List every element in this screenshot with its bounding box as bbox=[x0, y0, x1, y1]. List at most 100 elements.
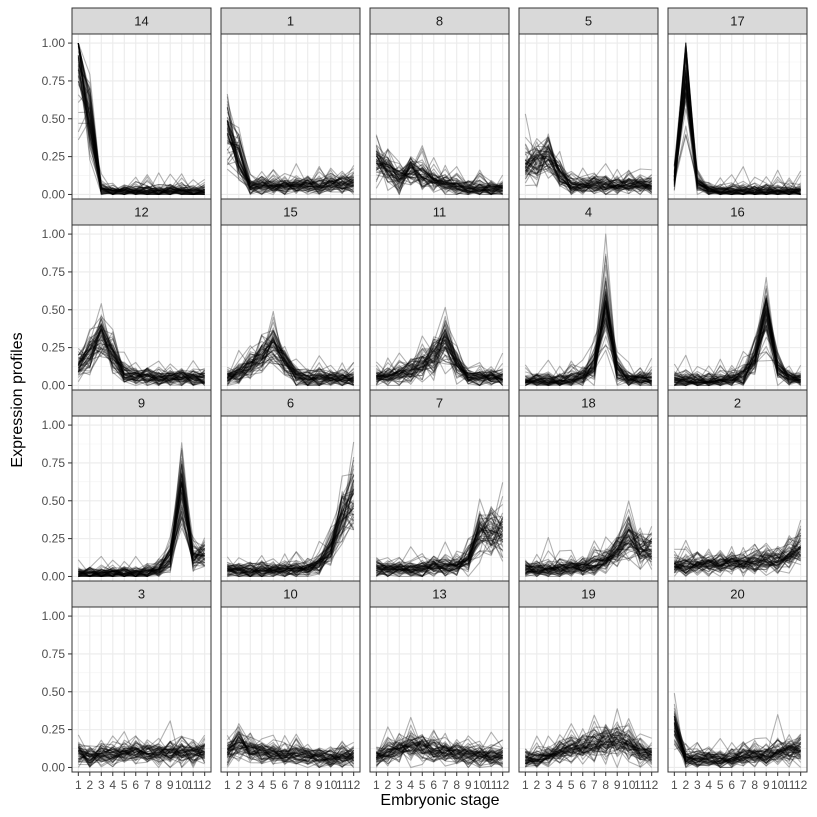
profile-line bbox=[524, 534, 652, 578]
profile-line bbox=[226, 129, 355, 195]
profile-line bbox=[673, 71, 801, 196]
profile-line bbox=[673, 73, 801, 196]
profile-line bbox=[525, 735, 653, 768]
profile-line bbox=[376, 517, 504, 574]
profile-line bbox=[227, 345, 354, 385]
profile-line bbox=[674, 537, 802, 575]
profile-line bbox=[525, 233, 652, 385]
profile-line bbox=[227, 341, 354, 386]
profile-line bbox=[227, 486, 355, 577]
profile-line bbox=[376, 738, 503, 764]
profile-line bbox=[226, 120, 354, 188]
profile-line bbox=[524, 139, 653, 193]
profile-line bbox=[525, 522, 653, 568]
profile-line bbox=[525, 714, 652, 762]
profile-line bbox=[376, 510, 503, 577]
profile-line bbox=[77, 344, 205, 385]
profile-line bbox=[525, 526, 653, 572]
profile-line bbox=[77, 43, 205, 196]
profile-line bbox=[674, 543, 801, 569]
profile-line bbox=[77, 325, 205, 385]
profile-line bbox=[226, 123, 354, 191]
facet-strip-label: 20 bbox=[730, 587, 744, 602]
facet-panel-7: 7 bbox=[369, 389, 510, 582]
profile-line bbox=[524, 315, 653, 387]
profile-line bbox=[375, 155, 504, 196]
profile-line bbox=[673, 545, 802, 575]
profile-line bbox=[525, 734, 653, 761]
profile-line bbox=[227, 741, 354, 766]
facet-strip bbox=[220, 7, 361, 35]
profile-line bbox=[375, 162, 503, 193]
profile-line bbox=[227, 141, 354, 195]
profile-line bbox=[524, 141, 652, 196]
profile-line bbox=[673, 83, 802, 196]
profile-line bbox=[77, 342, 205, 387]
profile-line bbox=[375, 134, 504, 195]
profile-line bbox=[674, 547, 801, 570]
profile-line bbox=[376, 509, 504, 576]
profile-line bbox=[77, 739, 206, 768]
profile-line bbox=[673, 547, 802, 574]
profile-line bbox=[227, 501, 355, 578]
profile-line bbox=[376, 329, 503, 381]
profile-line bbox=[525, 321, 652, 384]
profile-line bbox=[375, 334, 503, 386]
x-tick-label: 3 bbox=[247, 778, 254, 792]
profile-line bbox=[673, 718, 801, 769]
profile-line bbox=[525, 538, 652, 578]
profile-line bbox=[525, 294, 652, 387]
profile-line bbox=[375, 354, 503, 387]
profile-line bbox=[673, 314, 801, 386]
profile-line bbox=[674, 310, 801, 387]
profile-line bbox=[525, 276, 652, 385]
profile-line bbox=[226, 124, 354, 195]
profile-line bbox=[77, 63, 205, 196]
profile-line bbox=[78, 527, 205, 578]
profile-line bbox=[525, 312, 652, 386]
profile-line bbox=[77, 743, 205, 766]
profile-line bbox=[226, 741, 355, 766]
profile-line bbox=[376, 161, 504, 196]
profile-line bbox=[376, 335, 504, 386]
panel-background bbox=[370, 416, 509, 581]
profile-line bbox=[524, 720, 652, 762]
profile-line bbox=[227, 339, 354, 382]
grid-lines bbox=[519, 34, 658, 199]
profile-line bbox=[674, 532, 802, 573]
profile-line bbox=[78, 746, 205, 759]
profile-line bbox=[525, 345, 652, 387]
profile-line bbox=[375, 153, 503, 192]
profile-line bbox=[376, 332, 503, 387]
profile-line bbox=[227, 508, 355, 578]
x-tick-label: 12 bbox=[198, 778, 212, 792]
profile-line bbox=[524, 304, 652, 386]
profile-line bbox=[78, 495, 205, 578]
profile-line bbox=[525, 734, 652, 761]
profile-line bbox=[227, 507, 355, 578]
panel-background bbox=[668, 34, 807, 199]
profile-line bbox=[78, 741, 205, 764]
x-tick-label: 2 bbox=[235, 778, 242, 792]
profile-line bbox=[226, 132, 354, 191]
x-tick-label: 2 bbox=[682, 778, 689, 792]
profile-line bbox=[525, 735, 652, 759]
profile-line bbox=[525, 310, 652, 384]
profile-line bbox=[525, 158, 653, 195]
profile-line bbox=[226, 128, 354, 189]
profile-line bbox=[674, 537, 802, 576]
profile-line bbox=[78, 481, 206, 578]
profile-line bbox=[525, 319, 652, 387]
profile-line bbox=[525, 344, 652, 387]
profile-line bbox=[376, 520, 504, 573]
profile-line bbox=[227, 512, 355, 570]
grid-lines bbox=[668, 225, 807, 390]
profile-line bbox=[673, 722, 801, 764]
profile-line bbox=[226, 345, 355, 386]
profile-line bbox=[525, 298, 652, 386]
x-tick-label: 4 bbox=[258, 778, 265, 792]
profile-line bbox=[673, 46, 801, 195]
profile-line bbox=[375, 150, 504, 196]
profile-line bbox=[376, 348, 503, 379]
